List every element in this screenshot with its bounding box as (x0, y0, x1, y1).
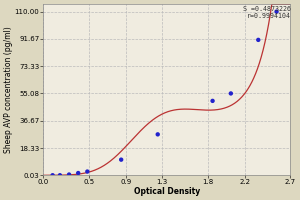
Point (85, 170, 90, 173)
Point (274, 10, 279, 13)
Point (50, 174, 55, 177)
Point (256, 38, 261, 41)
Point (76, 171, 81, 175)
Point (119, 158, 124, 161)
Point (210, 99, 215, 102)
X-axis label: Optical Density: Optical Density (134, 187, 200, 196)
Point (58, 174, 62, 177)
Y-axis label: Sheep AVP concentration (pg/ml): Sheep AVP concentration (pg/ml) (4, 26, 13, 153)
Point (229, 92, 233, 95)
Point (67, 173, 71, 176)
Point (155, 133, 160, 136)
Text: S =0.4873226
r=0.9994104: S =0.4873226 r=0.9994104 (243, 6, 291, 19)
